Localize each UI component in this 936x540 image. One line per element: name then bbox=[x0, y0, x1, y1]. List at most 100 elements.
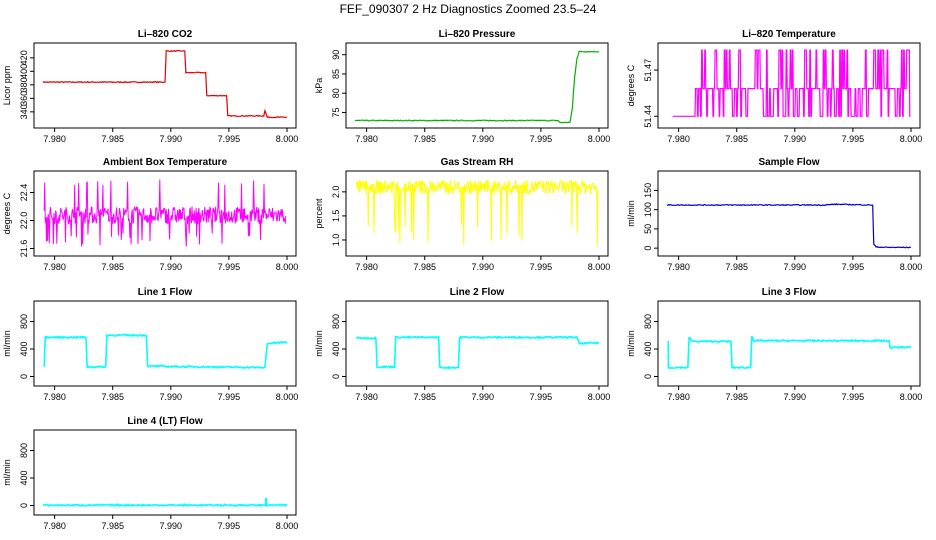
x-tick-label: 7.985 bbox=[725, 262, 748, 272]
x-tick-label: 8.000 bbox=[588, 262, 611, 272]
x-tick-label: 7.980 bbox=[43, 392, 66, 402]
x-tick-label: 7.985 bbox=[101, 262, 124, 272]
y-tick-label: 51.44 bbox=[643, 105, 653, 128]
y-axis-label: kPa bbox=[314, 78, 324, 94]
x-tick-label: 7.980 bbox=[43, 262, 66, 272]
plot-frame bbox=[345, 42, 609, 129]
y-tick-label: 340 bbox=[19, 104, 29, 119]
y-tick-label: 800 bbox=[19, 314, 29, 329]
plot-frame bbox=[345, 300, 609, 387]
panel-title: Line 2 Flow bbox=[450, 287, 505, 298]
page-title: FEF_090307 2 Hz Diagnostics Zoomed 23.5–… bbox=[339, 2, 597, 16]
panel-8: Line 2 Flow ml/min 7.980 7.985 7.990 7.995 8.0… bbox=[314, 287, 610, 402]
y-tick-label: 90 bbox=[331, 50, 341, 60]
x-tick-label: 8.000 bbox=[276, 521, 299, 531]
x-tick-label: 7.990 bbox=[784, 392, 807, 402]
plot-frame bbox=[657, 170, 921, 257]
x-tick-label: 7.980 bbox=[355, 134, 378, 144]
panel-title: Gas Stream RH bbox=[441, 157, 514, 168]
x-tick-label: 7.995 bbox=[842, 134, 865, 144]
y-tick-label: 400 bbox=[643, 341, 653, 356]
panel-title: Ambient Box Temperature bbox=[103, 157, 228, 168]
x-tick-label: 7.995 bbox=[218, 262, 241, 272]
panel-2: Li–820 Pressure kPa 7.980 7.985 7.990 7.995 8.… bbox=[314, 29, 610, 144]
y-axis-label: degrees C bbox=[2, 192, 12, 234]
y-tick-label: 22.4 bbox=[19, 184, 29, 202]
x-tick-label: 7.990 bbox=[784, 262, 807, 272]
x-tick-label: 7.995 bbox=[530, 392, 553, 402]
plot-frame bbox=[33, 170, 297, 257]
series-group bbox=[43, 333, 288, 370]
x-tick-label: 7.990 bbox=[160, 521, 183, 531]
x-tick-label: 7.980 bbox=[355, 262, 378, 272]
y-axis-label: ml/min bbox=[626, 330, 636, 357]
x-tick-label: 7.980 bbox=[355, 392, 378, 402]
x-tick-label: 7.985 bbox=[101, 392, 124, 402]
panel-4: Ambient Box Temperature degrees C 7.980 7.9… bbox=[2, 157, 298, 272]
plot-frame bbox=[345, 170, 609, 257]
series-group bbox=[672, 49, 911, 117]
y-axis-label: Licor ppm bbox=[2, 66, 12, 106]
y-axis-label: ml/min bbox=[2, 459, 12, 486]
x-tick-label: 8.000 bbox=[276, 134, 299, 144]
x-tick-label: 7.990 bbox=[472, 392, 495, 402]
y-tick-label: 0 bbox=[643, 374, 653, 379]
plot-frame bbox=[657, 300, 921, 387]
y-tick-label: 100 bbox=[643, 202, 653, 217]
y-tick-label: 0 bbox=[643, 246, 653, 251]
x-tick-label: 7.995 bbox=[530, 262, 553, 272]
data-series bbox=[666, 203, 912, 249]
x-tick-label: 7.985 bbox=[101, 134, 124, 144]
y-tick-label: 400 bbox=[19, 341, 29, 356]
y-tick-label: 75 bbox=[331, 107, 341, 117]
y-tick-label: 1.5 bbox=[331, 210, 341, 223]
plot-frame bbox=[33, 42, 297, 129]
y-tick-label: 0 bbox=[331, 374, 341, 379]
y-tick-label: 360 bbox=[19, 91, 29, 106]
x-tick-label: 7.990 bbox=[160, 262, 183, 272]
y-tick-label: 800 bbox=[19, 443, 29, 458]
y-axis-label: ml/min bbox=[2, 330, 12, 357]
data-series bbox=[355, 179, 599, 246]
y-tick-label: 800 bbox=[331, 314, 341, 329]
x-tick-label: 7.985 bbox=[725, 392, 748, 402]
data-series bbox=[667, 335, 912, 370]
y-axis-label: percent bbox=[314, 198, 324, 229]
y-tick-label: 85 bbox=[331, 69, 341, 79]
series-group bbox=[666, 203, 912, 249]
y-axis-label: ml/min bbox=[626, 200, 636, 227]
y-tick-label: 400 bbox=[19, 470, 29, 485]
x-tick-label: 8.000 bbox=[900, 392, 923, 402]
x-tick-label: 7.995 bbox=[842, 262, 865, 272]
plot-frame bbox=[657, 42, 921, 129]
panel-6: Sample Flow ml/min 7.980 7.985 7.990 7.995 8.0… bbox=[626, 157, 922, 272]
y-tick-label: 400 bbox=[19, 64, 29, 79]
panel-title: Li–820 Pressure bbox=[439, 29, 516, 40]
y-tick-label: 150 bbox=[643, 183, 653, 198]
x-tick-label: 7.990 bbox=[472, 134, 495, 144]
x-tick-label: 8.000 bbox=[900, 262, 923, 272]
y-tick-label: 400 bbox=[331, 341, 341, 356]
panel-title: Line 4 (LT) Flow bbox=[127, 416, 203, 427]
x-tick-label: 7.995 bbox=[530, 134, 553, 144]
data-series bbox=[672, 49, 911, 117]
data-series bbox=[43, 333, 288, 370]
x-tick-label: 7.985 bbox=[413, 262, 436, 272]
y-tick-label: 0 bbox=[19, 503, 29, 508]
x-tick-label: 7.985 bbox=[725, 134, 748, 144]
panel-title: Line 3 Flow bbox=[762, 287, 817, 298]
x-tick-label: 7.985 bbox=[413, 134, 436, 144]
data-series bbox=[356, 335, 600, 370]
y-tick-label: 50 bbox=[643, 224, 653, 234]
y-tick-label: 1.0 bbox=[331, 234, 341, 247]
series-group bbox=[355, 179, 599, 246]
data-series bbox=[42, 49, 288, 119]
x-tick-label: 7.990 bbox=[472, 262, 495, 272]
panel-title: Line 1 Flow bbox=[138, 287, 193, 298]
x-tick-label: 7.995 bbox=[218, 134, 241, 144]
series-group bbox=[356, 335, 600, 370]
y-tick-label: 420 bbox=[19, 50, 29, 65]
y-tick-label: 21.6 bbox=[19, 240, 29, 258]
panel-title: Sample Flow bbox=[758, 157, 819, 168]
